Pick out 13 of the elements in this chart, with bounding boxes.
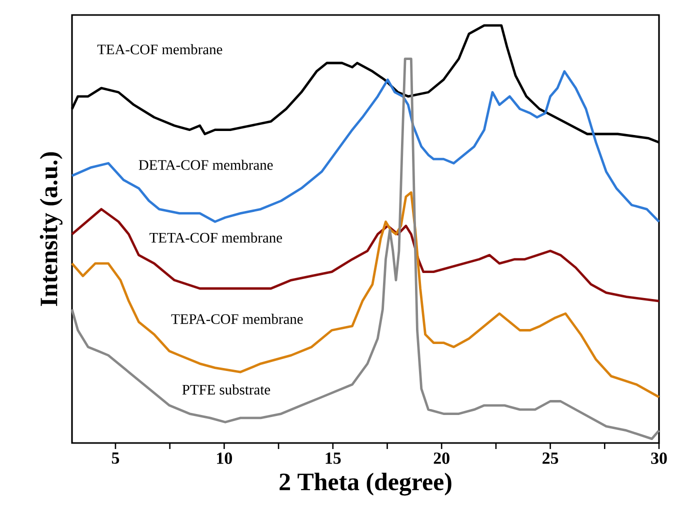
x-tick-label: 10	[217, 452, 232, 464]
series-label: DETA-COF membrane	[138, 160, 273, 170]
x-tick-label: 20	[434, 452, 450, 464]
series-label: PTFE substrate	[182, 384, 270, 395]
series-label: TEPA-COF membrane	[171, 314, 303, 324]
text: TEA-COF membrane	[97, 44, 222, 54]
x-axis-title: 2 Theta (degree)	[280, 472, 452, 496]
x-tick-label: 30	[651, 452, 667, 464]
x-tick-label: 25	[542, 452, 558, 464]
x-tick-label: 15	[326, 452, 341, 464]
y-axis-title: Intensity (a.u.)	[40, 152, 62, 306]
x-tick-label: 5	[112, 452, 120, 464]
series-label: TETA-COF membrane	[150, 232, 282, 243]
